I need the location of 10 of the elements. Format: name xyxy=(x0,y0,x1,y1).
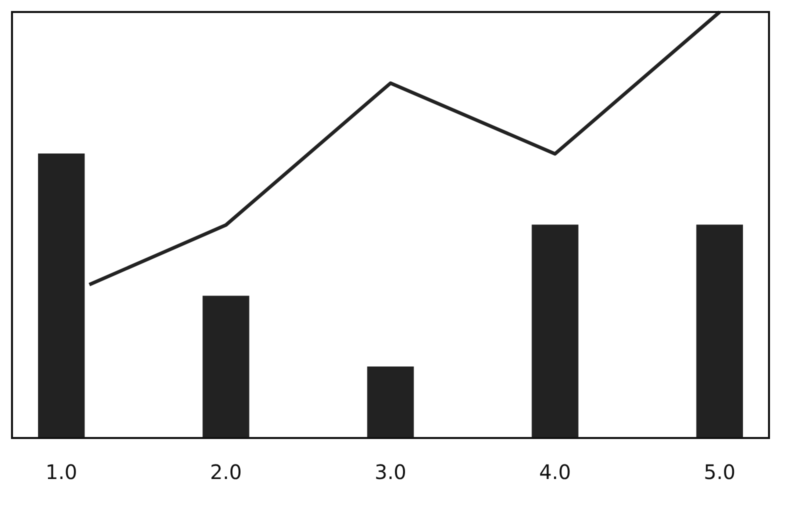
x-tick-label: 4.0 xyxy=(539,460,571,484)
bar xyxy=(202,296,250,438)
bar xyxy=(38,154,85,438)
bar xyxy=(532,224,578,438)
x-tick-label: 2.0 xyxy=(210,460,242,484)
x-tick-label: 5.0 xyxy=(704,460,736,484)
bar xyxy=(367,366,414,438)
x-tick-label: 3.0 xyxy=(374,460,406,484)
bar xyxy=(696,224,743,438)
x-tick-label: 1.0 xyxy=(45,460,78,484)
